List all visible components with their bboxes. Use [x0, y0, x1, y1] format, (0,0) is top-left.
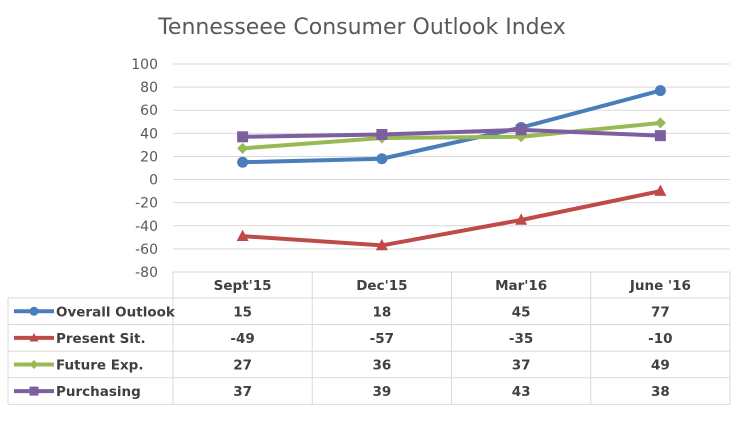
series-line: [240, 120, 663, 151]
data-point: [376, 128, 388, 140]
legend-square-icon: [29, 386, 39, 396]
table-cell-value: 77: [651, 304, 670, 320]
legend-circle-icon: [29, 306, 39, 316]
x-category-label: Sept'15: [214, 278, 272, 294]
legend-label: Present Sit.: [56, 331, 146, 347]
legend-label: Purchasing: [56, 384, 141, 400]
legend-label: Overall Outlook: [56, 304, 176, 320]
data-point: [654, 130, 666, 142]
table-cell-value: 45: [512, 304, 531, 320]
data-point: [654, 85, 666, 97]
data-point: [376, 153, 388, 165]
y-tick-label: 40: [140, 126, 158, 142]
y-tick-label: -40: [135, 219, 158, 235]
table-cell-value: -35: [509, 331, 533, 347]
y-tick-label: -60: [135, 242, 158, 258]
table-cell-value: 38: [651, 384, 670, 400]
data-point: [515, 213, 528, 225]
table-cell-value: 27: [233, 358, 252, 374]
table-cell-value: 39: [372, 384, 391, 400]
series-line: [240, 127, 663, 139]
gridlines: [173, 63, 730, 250]
x-category-label: June '16: [629, 278, 691, 294]
y-tick-label: -20: [135, 196, 158, 212]
series-group: [236, 85, 667, 251]
y-tick-label: 60: [140, 103, 158, 119]
series-purchasing: [237, 124, 666, 143]
table-cell-value: 49: [651, 358, 670, 374]
chart-title: Tennesseee Consumer Outlook Index: [157, 15, 566, 40]
x-category-label: Dec'15: [356, 278, 407, 294]
table-cell-value: -49: [230, 331, 254, 347]
data-point: [654, 184, 667, 196]
series-future-exp: [237, 117, 666, 154]
data-point: [515, 124, 527, 136]
table-cell-value: 36: [372, 358, 391, 374]
y-tick-label: 100: [131, 57, 158, 73]
table-cell-value: 37: [512, 358, 531, 374]
data-point: [654, 117, 666, 129]
series-line: [240, 189, 663, 248]
table-cell-value: -10: [648, 331, 672, 347]
table-cell-value: 18: [372, 304, 391, 320]
data-point: [237, 156, 249, 168]
series-present-sit: [236, 184, 667, 251]
data-table: Sept'15 Dec'15 Mar'16 June '16 Overall Outlo…: [7, 271, 731, 405]
x-category-label: Mar'16: [495, 278, 547, 294]
table-cell-value: 43: [512, 384, 531, 400]
legend-label: Future Exp.: [56, 358, 143, 374]
series-line: [240, 88, 663, 165]
y-axis: 100 80 60 40 20 0 -20 -40 -60 -80: [131, 57, 158, 281]
table-cell-value: -57: [370, 331, 394, 347]
y-tick-label: 0: [149, 173, 158, 189]
table-cell-value: 15: [233, 304, 252, 320]
y-tick-label: 80: [140, 80, 158, 96]
y-tick-label: 20: [140, 149, 158, 165]
series-overall-outlook: [237, 85, 666, 168]
y-tick-label: -80: [135, 265, 158, 281]
data-point: [375, 238, 388, 251]
data-point: [236, 229, 249, 241]
data-point: [237, 131, 249, 143]
data-point: [237, 142, 249, 154]
legend-triangle-icon: [29, 332, 39, 342]
table-cell-value: 37: [233, 384, 252, 400]
legend-diamond-icon: [29, 360, 39, 369]
